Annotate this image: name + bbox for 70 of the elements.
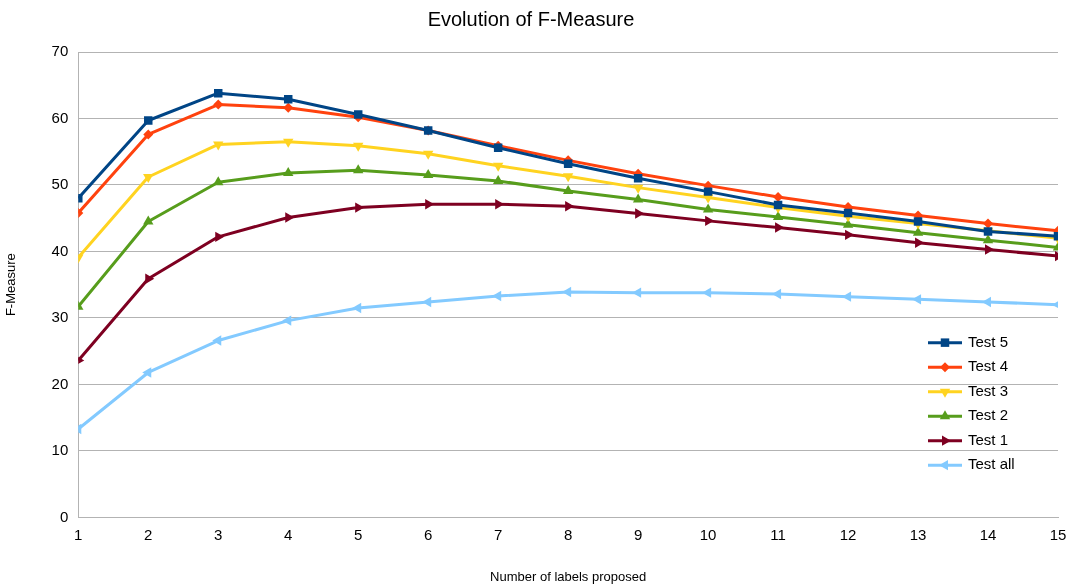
- point: [913, 217, 923, 226]
- point: [912, 294, 922, 305]
- x-tick-label: 15: [1049, 525, 1067, 543]
- point: [283, 102, 294, 113]
- y-tick-label: 50: [51, 175, 69, 193]
- x-tick-label: 14: [979, 525, 997, 543]
- point: [212, 335, 222, 346]
- y-axis-title: F-Measure: [3, 253, 19, 317]
- point: [353, 164, 364, 174]
- point: [562, 173, 574, 183]
- point: [213, 176, 224, 186]
- x-tick-label: 7: [493, 525, 503, 543]
- x-tick-label: 12: [839, 525, 857, 543]
- chart-title: Evolution of F-Measure: [427, 7, 635, 30]
- point: [142, 367, 152, 378]
- x-tick-label: 5: [354, 525, 363, 543]
- y-tick-label: 60: [51, 108, 69, 126]
- x-tick-label: 4: [284, 525, 293, 543]
- point: [773, 191, 784, 202]
- y-tick-label: 0: [59, 507, 69, 525]
- point: [143, 129, 154, 140]
- point: [422, 150, 434, 160]
- legend-label: Test 1: [968, 430, 1009, 448]
- point: [562, 184, 574, 194]
- x-tick-label: 6: [424, 525, 433, 543]
- point: [145, 273, 155, 284]
- point: [143, 173, 154, 183]
- point: [213, 141, 224, 151]
- y-tick-label: 40: [51, 241, 69, 259]
- point: [285, 212, 295, 223]
- point: [282, 315, 292, 326]
- legend-label: Test 5: [968, 332, 1009, 350]
- legend-label: Test 4: [968, 357, 1009, 375]
- point: [703, 187, 713, 196]
- point: [353, 110, 363, 119]
- x-tick-label: 13: [909, 525, 927, 543]
- point: [983, 218, 994, 229]
- x-tick-label: 1: [74, 525, 83, 543]
- x-tick-label: 8: [563, 525, 573, 543]
- point: [982, 234, 994, 244]
- point: [283, 167, 294, 176]
- point: [352, 302, 362, 314]
- point: [353, 142, 364, 152]
- legend-label: Test 2: [968, 406, 1009, 424]
- point: [565, 201, 575, 212]
- point: [633, 174, 643, 183]
- point: [492, 162, 504, 172]
- legend-label: Test all: [968, 455, 1015, 473]
- legend-label: Test 3: [968, 381, 1009, 399]
- point: [632, 193, 644, 203]
- x-axis-title: Number of labels proposed: [490, 568, 647, 584]
- y-tick-label: 10: [51, 441, 69, 459]
- y-tick-label: 70: [51, 42, 69, 60]
- x-tick-label: 3: [214, 525, 223, 543]
- point: [213, 99, 224, 110]
- x-tick-label: 9: [633, 525, 643, 543]
- point: [143, 215, 154, 225]
- point: [702, 203, 714, 213]
- x-tick-label: 10: [699, 525, 717, 543]
- x-tick-label: 11: [770, 525, 786, 543]
- point: [144, 116, 153, 125]
- point: [422, 169, 434, 178]
- point: [283, 138, 294, 148]
- point: [563, 159, 573, 168]
- y-tick-label: 30: [51, 308, 69, 326]
- x-tick-label: 2: [144, 525, 153, 543]
- point: [492, 174, 504, 184]
- point: [632, 184, 644, 194]
- point: [215, 231, 225, 243]
- y-tick-label: 20: [51, 374, 69, 392]
